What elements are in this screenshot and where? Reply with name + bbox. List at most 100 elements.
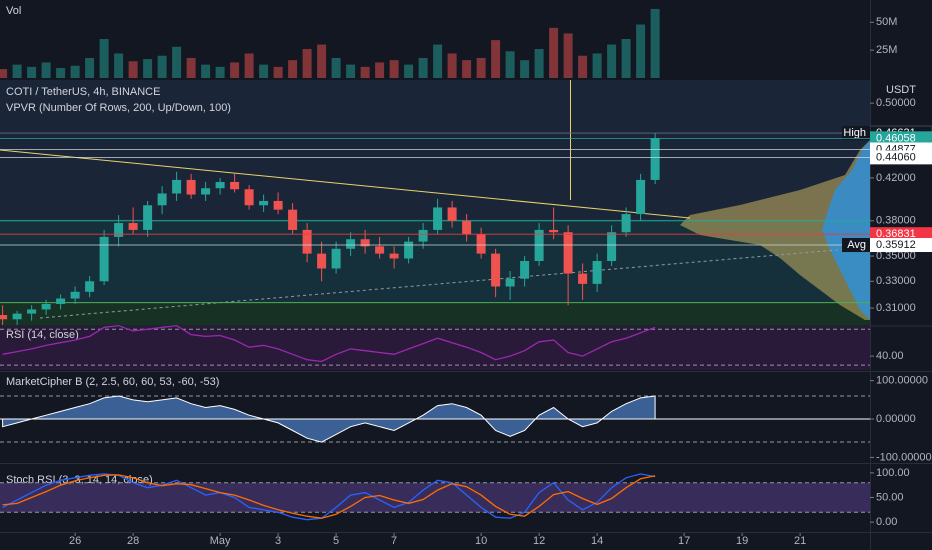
symbol-title: COTI / TetherUS, 4h, BINANCE — [6, 86, 160, 98]
candle-body — [360, 239, 370, 247]
price-badge-label: 0.44060 — [876, 151, 916, 163]
price-badge — [870, 150, 932, 165]
x-tick-label: 7 — [391, 535, 397, 547]
candle-body — [592, 260, 602, 284]
price-badge — [870, 227, 932, 242]
volume-bar — [302, 49, 312, 78]
wave-area — [2, 395, 656, 443]
candle-body — [375, 246, 385, 254]
y-tick-label: 0.00000 — [876, 413, 916, 425]
volume-bar — [56, 67, 66, 78]
candle-body — [0, 315, 8, 320]
x-tick-label: 14 — [591, 535, 603, 547]
volume-bar — [563, 33, 573, 78]
volume-profile-up — [680, 140, 870, 320]
volume-bar — [99, 39, 109, 78]
candle-body — [447, 207, 457, 221]
candle-body — [389, 253, 399, 259]
candle-body — [273, 200, 283, 210]
candle-body — [636, 179, 646, 215]
rsi-pane-bg — [0, 327, 870, 370]
price-name-bg — [842, 238, 870, 253]
indicator-line — [2, 474, 656, 519]
candle-body — [331, 248, 341, 269]
volume-bar — [317, 44, 327, 78]
candle-body — [491, 253, 501, 287]
mc-title: MarketCipher B (2, 2.5, 60, 60, 53, -60,… — [6, 376, 219, 388]
price-badge-label: 0.46058 — [876, 132, 916, 144]
candle-body — [505, 278, 515, 287]
candle-body — [244, 189, 254, 206]
candle-body — [549, 229, 559, 233]
y-tick-label: 0.50000 — [876, 97, 916, 109]
volume-bar — [389, 60, 399, 78]
volume-bar — [244, 53, 254, 78]
candle-body — [41, 303, 51, 310]
x-tick-label: 21 — [794, 535, 806, 547]
volume-bar — [375, 62, 385, 78]
candle-body — [476, 234, 486, 254]
x-tick-label: 28 — [127, 535, 139, 547]
candle-body — [302, 229, 312, 254]
candle-body — [201, 188, 211, 195]
band-fill — [0, 482, 870, 513]
volume-bar — [41, 62, 51, 78]
candle-body — [520, 260, 530, 279]
volume-bar — [27, 66, 37, 78]
y-tick-label: 40.00 — [876, 350, 904, 362]
candle-body — [186, 179, 196, 195]
volume-bar — [172, 46, 182, 78]
trend-line-dashed — [39, 247, 861, 319]
volume-bar — [114, 53, 124, 78]
x-tick-label: 5 — [333, 535, 339, 547]
price-name-bg — [842, 126, 870, 141]
x-tick-label: May — [210, 535, 231, 547]
x-tick-label: 26 — [69, 535, 81, 547]
y-tick-label: 0.42000 — [876, 172, 916, 184]
y-tick-label: 0.33000 — [876, 275, 916, 287]
zone-lower — [0, 302, 870, 325]
volume-bar — [447, 53, 457, 78]
volume-bar — [520, 60, 530, 78]
candle-body — [433, 207, 443, 230]
x-tick-label: 10 — [475, 535, 487, 547]
candle-body — [404, 241, 414, 259]
candle-body — [534, 229, 544, 261]
volume-bar — [157, 55, 167, 78]
volume-bar — [592, 53, 602, 78]
volume-bar — [636, 24, 646, 78]
volume-bar — [549, 27, 559, 78]
candle-body — [563, 232, 573, 274]
x-tick-label: 17 — [678, 535, 690, 547]
candle-body — [259, 200, 269, 206]
y-tick-label: 50M — [876, 16, 897, 28]
volume-bar — [534, 49, 544, 78]
candle-body — [114, 223, 124, 237]
volume-bar — [85, 57, 95, 78]
volume-bar — [505, 51, 515, 78]
volume-bar — [650, 8, 660, 79]
candle-body — [462, 220, 472, 235]
y-tick-label: 0.35000 — [876, 250, 916, 262]
currency-unit: USDT — [886, 84, 916, 96]
volume-bar — [12, 64, 22, 78]
indicator-line — [2, 325, 656, 363]
candle-body — [143, 205, 153, 230]
price-badge-label: 0.36831 — [876, 228, 916, 240]
candle-body — [128, 223, 138, 230]
volume-bar — [259, 64, 269, 78]
volume-bar — [491, 40, 501, 78]
candle-body — [288, 209, 298, 230]
candle-body — [27, 309, 37, 314]
volume-bar — [607, 44, 617, 78]
y-tick-label: 100.00000 — [876, 375, 928, 387]
volume-bar — [201, 64, 211, 78]
y-tick-label: -100.00000 — [876, 451, 932, 463]
x-tick-label: 19 — [736, 535, 748, 547]
volume-bar — [346, 64, 356, 78]
volume-bar — [404, 64, 414, 78]
candle-body — [578, 273, 588, 284]
price-name: High — [843, 127, 866, 139]
y-tick-label: 0.31000 — [876, 302, 916, 314]
